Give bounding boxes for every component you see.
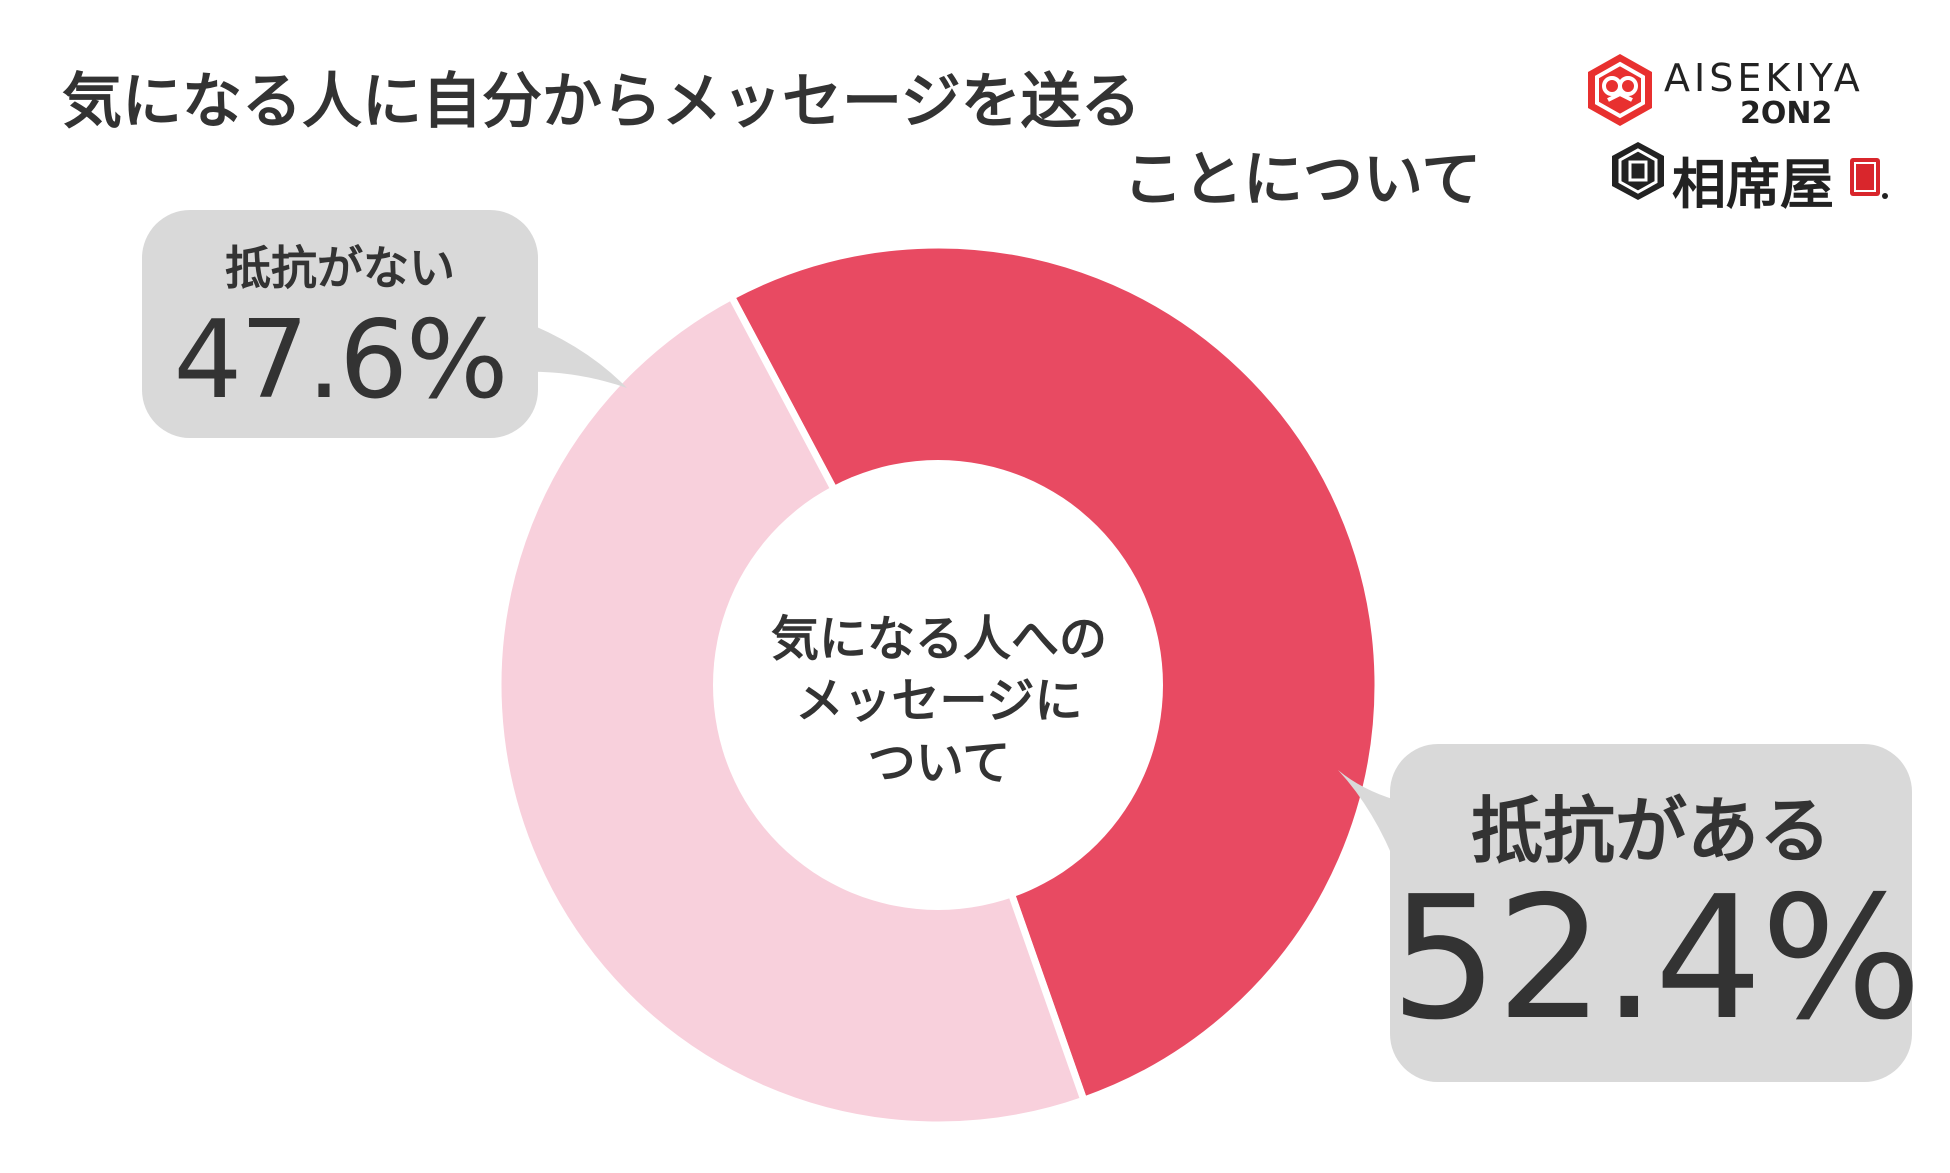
slice-value-no: 47.6%	[173, 298, 508, 423]
center-label-line-1: 気になる人への	[770, 611, 1107, 667]
chart-title-line-2: ことについて	[1123, 145, 1482, 215]
chart-title-line-1: 気になる人に自分からメッセージを送る	[62, 67, 1141, 137]
callout-no-resistance: 抵抗がない 47.6%	[142, 210, 538, 438]
brand-sub-text: 2ON2	[1740, 96, 1833, 131]
center-label-line-2: メッセージに	[795, 673, 1083, 729]
slice-label-yes: 抵抗がある	[1470, 789, 1831, 873]
callout-resistance: 抵抗がある 52.4%	[1390, 744, 1922, 1082]
brand-en-text: AISEKIYA	[1664, 56, 1864, 100]
slice-value-yes: 52.4%	[1390, 860, 1922, 1058]
aisekiya-emblem-icon	[1588, 54, 1652, 126]
brand-jp-text: 相席屋	[1672, 153, 1834, 216]
aisekiya-jp-logo: 相席屋	[1610, 140, 1900, 216]
callout-tail-no	[520, 320, 627, 388]
center-label-line-3: ついて	[867, 735, 1011, 791]
kamon-badge-icon	[1612, 142, 1664, 200]
red-seal-icon	[1850, 158, 1888, 199]
donut-center-hole	[713, 460, 1163, 910]
aisekiya-logo: AISEKIYA 2ON2	[1580, 50, 1920, 131]
slice-label-no: 抵抗がない	[225, 241, 455, 295]
callout-tail-yes	[1338, 770, 1398, 870]
